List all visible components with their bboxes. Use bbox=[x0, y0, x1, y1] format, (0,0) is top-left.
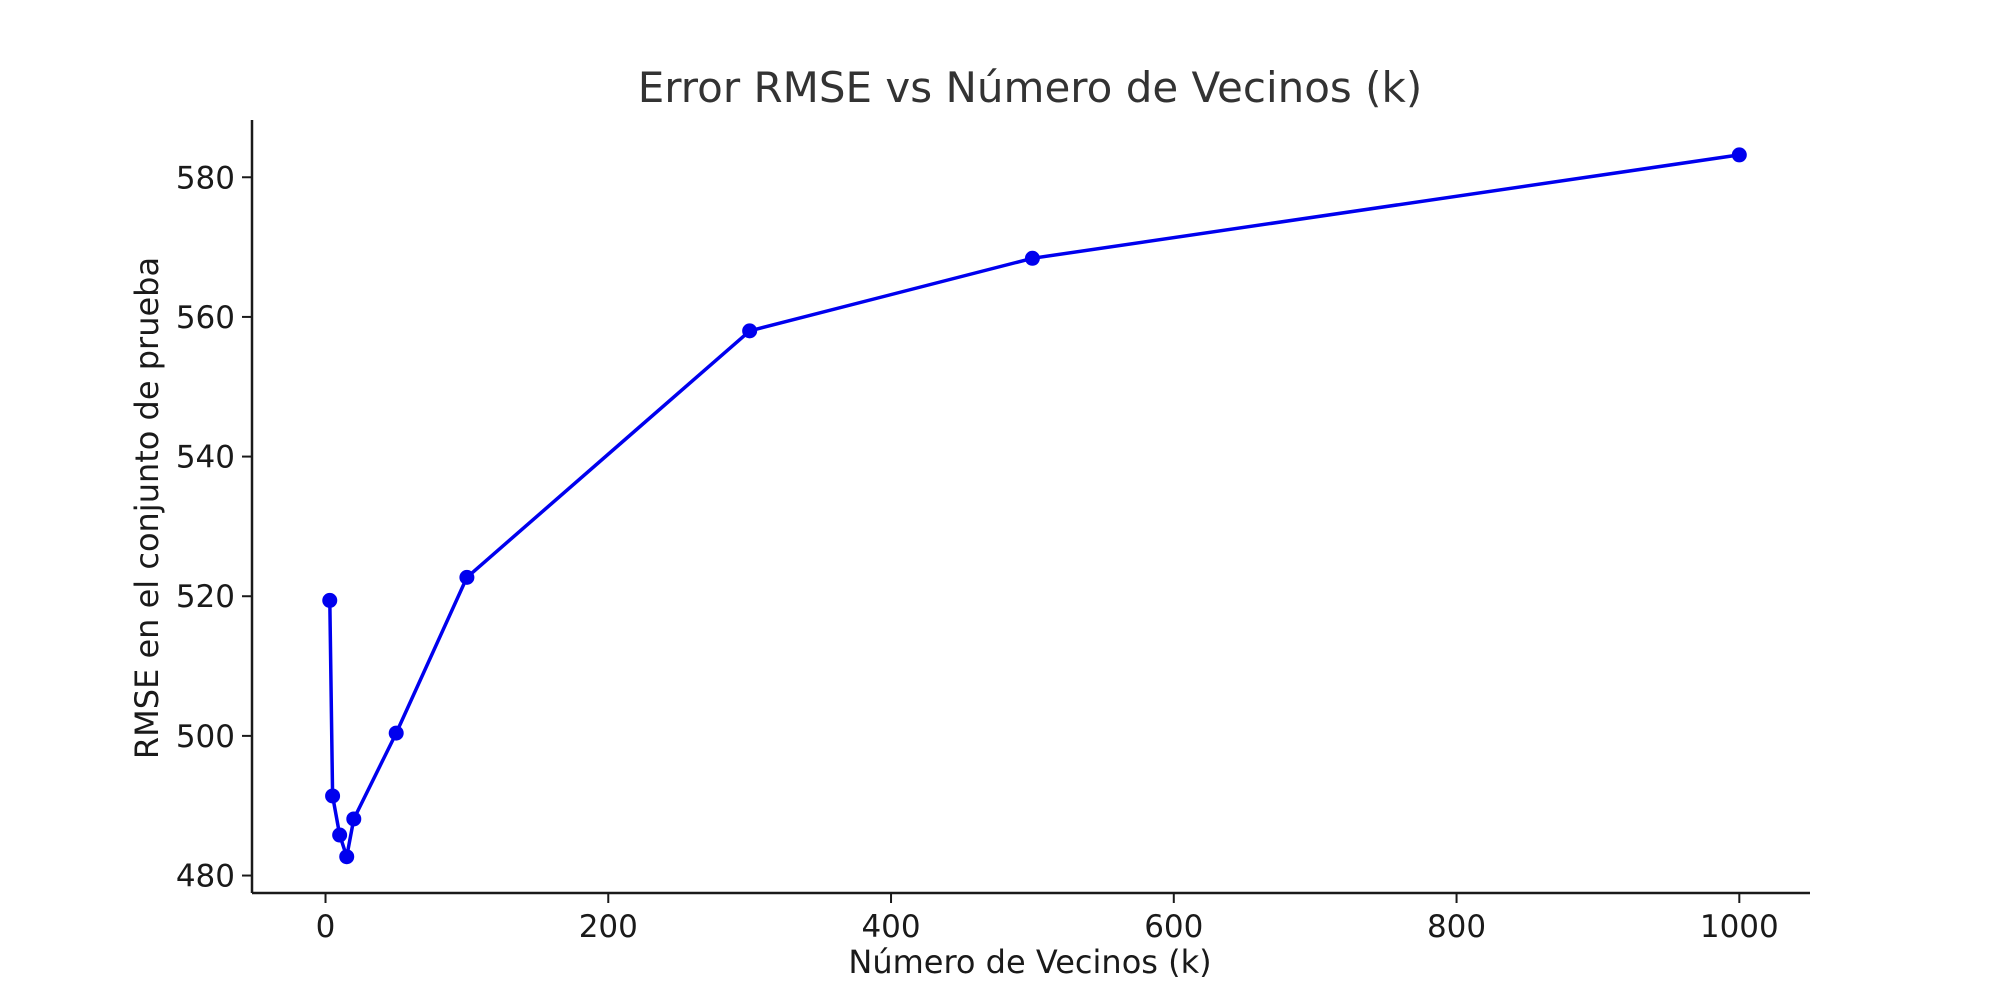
y-axis-ticks: 480 500 520 540 560 580 bbox=[176, 160, 252, 895]
x-axis-ticks: 0 200 400 600 800 1000 bbox=[316, 893, 1779, 945]
x-axis-label: Número de Vecinos (k) bbox=[848, 943, 1211, 981]
data-point bbox=[332, 827, 348, 843]
data-point bbox=[325, 788, 341, 804]
x-tick-label: 600 bbox=[1144, 909, 1203, 945]
y-axis-label: RMSE en el conjunto de prueba bbox=[128, 257, 166, 759]
y-tick-label: 480 bbox=[176, 859, 235, 895]
x-tick-label: 400 bbox=[861, 909, 920, 945]
data-point bbox=[1731, 147, 1747, 163]
x-tick-label: 0 bbox=[316, 909, 336, 945]
x-tick-label: 200 bbox=[579, 909, 638, 945]
x-tick-label: 1000 bbox=[1700, 909, 1779, 945]
data-point bbox=[322, 592, 338, 608]
y-tick-label: 580 bbox=[176, 160, 235, 196]
y-tick-label: 540 bbox=[176, 440, 235, 476]
data-point bbox=[459, 569, 475, 585]
series-line bbox=[328, 153, 1740, 859]
data-point bbox=[1024, 250, 1040, 266]
y-tick-label: 500 bbox=[176, 719, 235, 755]
x-tick-label: 800 bbox=[1427, 909, 1486, 945]
data-point bbox=[346, 811, 362, 827]
chart-title: Error RMSE vs Número de Vecinos (k) bbox=[638, 63, 1423, 112]
data-point bbox=[388, 725, 404, 741]
data-point bbox=[339, 849, 355, 865]
y-tick-label: 560 bbox=[176, 300, 235, 336]
series-layer bbox=[322, 147, 1747, 865]
plot-area: 0 200 400 600 800 1000 480 500 520 540 560 580 bbox=[176, 120, 1810, 945]
data-point bbox=[742, 323, 758, 339]
y-tick-label: 520 bbox=[176, 579, 235, 615]
